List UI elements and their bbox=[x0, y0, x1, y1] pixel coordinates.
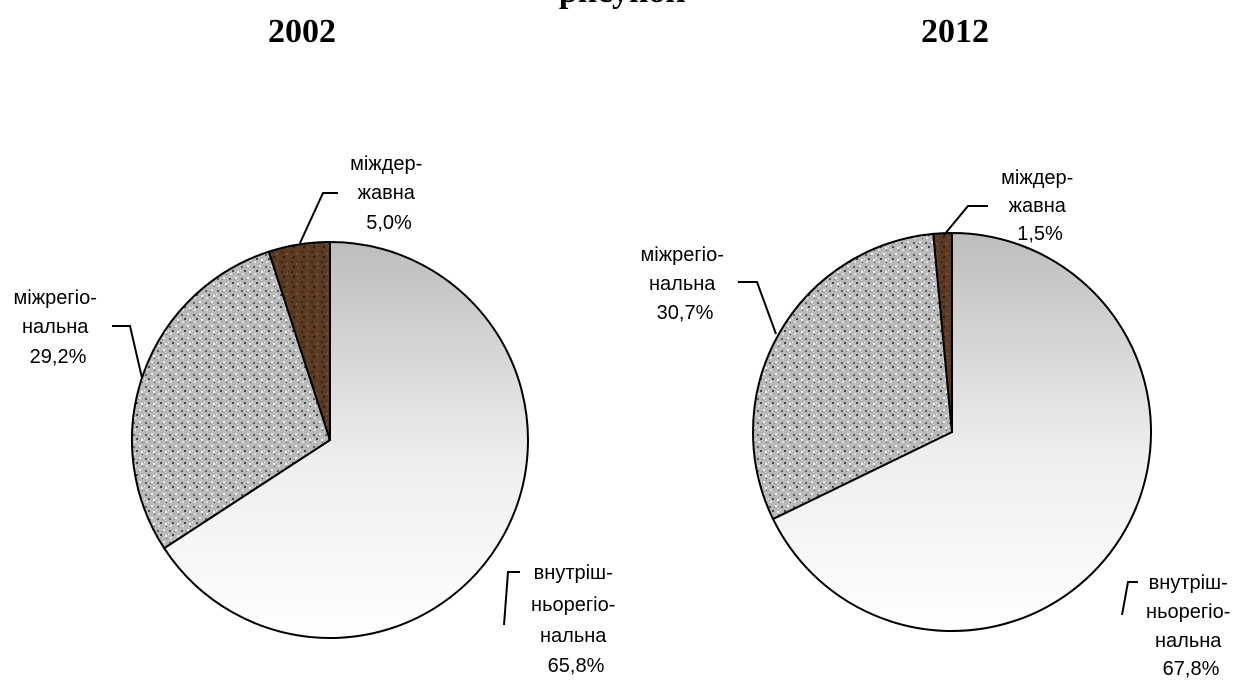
pie-slice-2002-interstate bbox=[267, 240, 331, 441]
slice-label-line: нальна bbox=[540, 625, 607, 647]
slice-label-line: міждер- bbox=[350, 153, 422, 175]
slice-label-line: жавна bbox=[358, 182, 416, 204]
slice-label-value: 29,2% bbox=[30, 346, 87, 368]
slice-label-value: 30,7% bbox=[657, 302, 714, 324]
cut-title: рисунок bbox=[559, 0, 686, 10]
slice-label-2012-interregional: міжрегіо- нальна 30,7% bbox=[641, 244, 730, 324]
pie-2002 bbox=[131, 240, 529, 639]
slice-label-line: міждер- bbox=[1001, 167, 1073, 189]
leader-line-2002-interregional bbox=[112, 325, 143, 379]
slice-label-line: нальна bbox=[1155, 630, 1222, 652]
slice-label-line: внутріш- bbox=[534, 562, 613, 584]
slice-label-2002-intraregional: внутріш- ньорегіо- нальна 65,8% bbox=[531, 562, 621, 677]
slice-label-line: жавна bbox=[1009, 195, 1067, 217]
slice-label-line: внутріш- bbox=[1149, 572, 1228, 594]
pie-slice-2012-intraregional bbox=[771, 231, 1152, 632]
slice-label-2002-interregional: міжрегіо- нальна 29,2% bbox=[14, 287, 103, 368]
chart-title-2012: 2012 bbox=[921, 13, 989, 50]
leader-line-2012-interstate bbox=[943, 205, 988, 236]
slice-label-line: нальна bbox=[649, 273, 716, 295]
slice-label-value: 67,8% bbox=[1163, 658, 1220, 680]
slice-label-2012-interstate: міждер- жавна 1,5% bbox=[1001, 167, 1079, 245]
leader-line-2002-interstate bbox=[299, 192, 338, 244]
slice-label-line: ньорегіо- bbox=[1146, 601, 1230, 623]
chart-title-2002: 2002 bbox=[268, 13, 336, 50]
slice-label-value: 65,8% bbox=[548, 655, 605, 677]
slice-label-line: нальна bbox=[22, 316, 89, 338]
pie-slice-2002-interregional bbox=[131, 250, 332, 550]
slice-label-value: 1,5% bbox=[1017, 223, 1063, 245]
pie-slice-2012-interregional bbox=[752, 232, 954, 521]
slice-label-line: міжрегіо- bbox=[641, 244, 724, 266]
slice-label-value: 5,0% bbox=[366, 212, 412, 234]
pie-2012 bbox=[752, 231, 1152, 632]
slice-label-line: міжрегіо- bbox=[14, 287, 97, 309]
pie-slice-2012-interstate bbox=[932, 231, 953, 433]
pie-slice-2002-intraregional bbox=[162, 240, 529, 639]
slice-label-2012-intraregional: внутріш- ньорегіо- нальна 67,8% bbox=[1146, 572, 1236, 680]
leader-line-2012-interregional bbox=[738, 281, 777, 335]
leader-line-2002-intraregional bbox=[503, 571, 520, 626]
slice-label-line: ньорегіо- bbox=[531, 594, 615, 616]
leader-line-2012-intraregional bbox=[1121, 581, 1138, 616]
slice-label-2002-interstate: міждер- жавна 5,0% bbox=[350, 153, 428, 234]
